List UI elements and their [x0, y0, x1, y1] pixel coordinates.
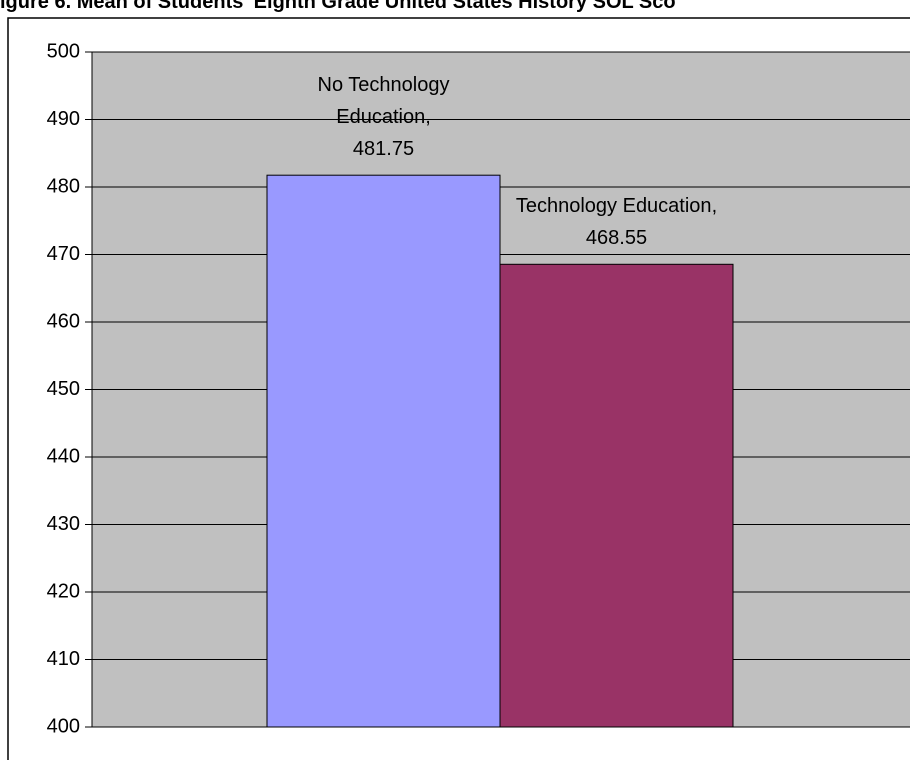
chart-title: igure 6. Mean of Students' Eighth Grade …: [0, 0, 676, 13]
y-tick-label: 450: [47, 378, 80, 400]
y-tick-label: 430: [47, 513, 80, 535]
y-tick-label: 400: [47, 715, 80, 737]
y-tick-label: 500: [47, 40, 80, 62]
y-tick-label: 420: [47, 580, 80, 602]
data-label-value: 468.55: [585, 227, 648, 250]
data-label: No Technology Education 481.75: [274, 69, 494, 165]
data-label-category: No Technology Education: [274, 69, 494, 133]
y-tick-label: 470: [47, 243, 80, 265]
bar: [266, 174, 501, 728]
y-tick-label: 490: [47, 108, 80, 130]
y-tick-label: 480: [47, 175, 80, 197]
data-label: Technology Education 468.55: [507, 190, 727, 254]
y-tick-label: 440: [47, 445, 80, 467]
bar: [499, 263, 734, 728]
data-label-value: 481.75: [352, 138, 415, 161]
y-tick-label: 460: [47, 310, 80, 332]
y-tick-label: 410: [47, 648, 80, 670]
data-label-category: Technology Education: [507, 190, 727, 222]
